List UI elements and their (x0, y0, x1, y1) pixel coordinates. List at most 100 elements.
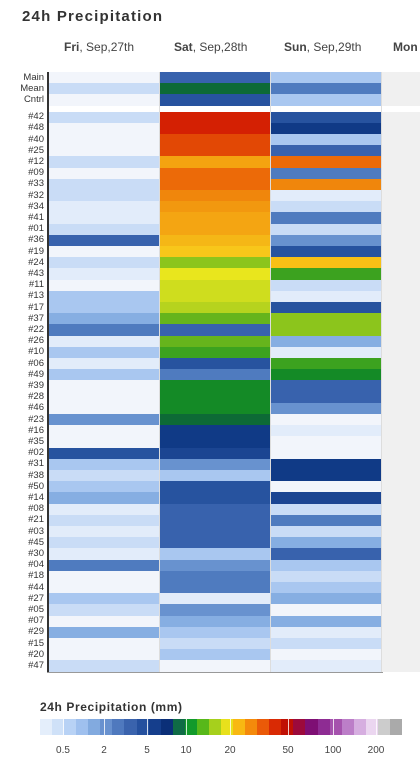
day-header-sat: Sat, Sep,28th (174, 40, 248, 54)
precip-cell (159, 526, 270, 538)
precip-cell (159, 458, 270, 471)
legend-swatch (172, 719, 186, 735)
member-label: #01 (28, 223, 44, 235)
precip-cell (270, 201, 381, 213)
page-title: 24h Precipitation (22, 8, 164, 25)
precip-cell (159, 425, 270, 437)
precip-cell (381, 201, 420, 213)
precip-cell (381, 492, 420, 504)
legend-tick (230, 719, 231, 735)
precip-cell (159, 492, 270, 504)
precip-cell (270, 369, 381, 381)
legend-tick (376, 719, 377, 735)
precip-cell (48, 72, 159, 84)
precip-cell (159, 503, 270, 516)
legend-tick-label: 100 (324, 745, 342, 756)
precip-cell (159, 593, 270, 605)
legend-swatch (353, 719, 367, 735)
precip-cell (48, 481, 159, 493)
precip-cell (48, 156, 159, 168)
precip-cell (381, 615, 420, 628)
precip-cell (381, 178, 420, 191)
precip-cell (270, 212, 381, 224)
legend-swatch (100, 719, 113, 735)
legend-swatch (341, 719, 355, 735)
precip-cell (48, 593, 159, 605)
precip-cell (270, 626, 381, 639)
legend-swatch (221, 719, 234, 735)
legend-tick-label: 5 (144, 745, 150, 756)
precip-cell (270, 593, 381, 605)
precip-cell (381, 279, 420, 292)
precip-cell (159, 111, 270, 124)
precip-cell (381, 425, 420, 437)
member-label: #18 (28, 570, 44, 582)
precip-cell (381, 302, 420, 314)
member-label: #09 (28, 167, 44, 179)
member-label: #23 (28, 413, 44, 425)
member-label: #14 (28, 491, 44, 503)
precip-cell (270, 402, 381, 415)
legend-tick-label: 10 (180, 745, 192, 756)
precip-cell (159, 626, 270, 639)
precip-cell (159, 134, 270, 146)
precip-cell (48, 122, 159, 135)
precip-cell (159, 324, 270, 336)
precip-cell (48, 615, 159, 628)
precip-cell (159, 167, 270, 180)
precip-cell (48, 257, 159, 269)
precip-cell (381, 313, 420, 325)
precip-cell (270, 548, 381, 560)
precip-cell (48, 302, 159, 314)
legend-swatch (233, 719, 246, 735)
member-label: #26 (28, 335, 44, 347)
precip-cell (48, 111, 159, 124)
precip-cell (270, 246, 381, 258)
precip-cell (381, 156, 420, 168)
precip-cell (48, 458, 159, 471)
precip-cell (159, 212, 270, 224)
day-header-mon: Mon (393, 40, 418, 54)
legend-swatch (257, 719, 270, 735)
precip-cell (159, 72, 270, 84)
precip-cell (270, 414, 381, 426)
precip-cell (381, 246, 420, 258)
precip-cell (48, 402, 159, 415)
precip-cell (270, 223, 381, 236)
precip-cell (381, 257, 420, 269)
member-label: #22 (28, 323, 44, 335)
member-label: #02 (28, 447, 44, 459)
precip-cell (381, 134, 420, 146)
member-label: #19 (28, 245, 44, 257)
precip-cell (270, 503, 381, 516)
member-label: Main (23, 71, 44, 83)
precip-cell (48, 514, 159, 527)
precip-cell (270, 481, 381, 493)
member-label: #03 (28, 525, 44, 537)
member-label: #44 (28, 581, 44, 593)
precip-cell (48, 134, 159, 146)
precip-cell (48, 559, 159, 572)
precip-cell (381, 537, 420, 549)
precip-cell (159, 335, 270, 348)
legend-swatch (377, 719, 391, 735)
day-header-sun: Sun, Sep,29th (284, 40, 362, 54)
precip-cell (48, 391, 159, 404)
member-label: #08 (28, 503, 44, 515)
member-label: #28 (28, 391, 44, 403)
precip-cell (381, 335, 420, 348)
legend-swatch (245, 719, 258, 735)
precip-cell (381, 414, 420, 426)
precip-cell (381, 167, 420, 180)
member-label: #42 (28, 111, 44, 123)
member-label: #46 (28, 402, 44, 414)
precip-cell (159, 358, 270, 370)
precip-cell (159, 246, 270, 258)
precip-cell (381, 570, 420, 583)
member-label: #15 (28, 637, 44, 649)
precip-cell (381, 346, 420, 359)
precip-cell (159, 402, 270, 415)
member-label: #35 (28, 435, 44, 447)
legend-tick-label: 200 (367, 745, 385, 756)
precip-cell (48, 638, 159, 650)
